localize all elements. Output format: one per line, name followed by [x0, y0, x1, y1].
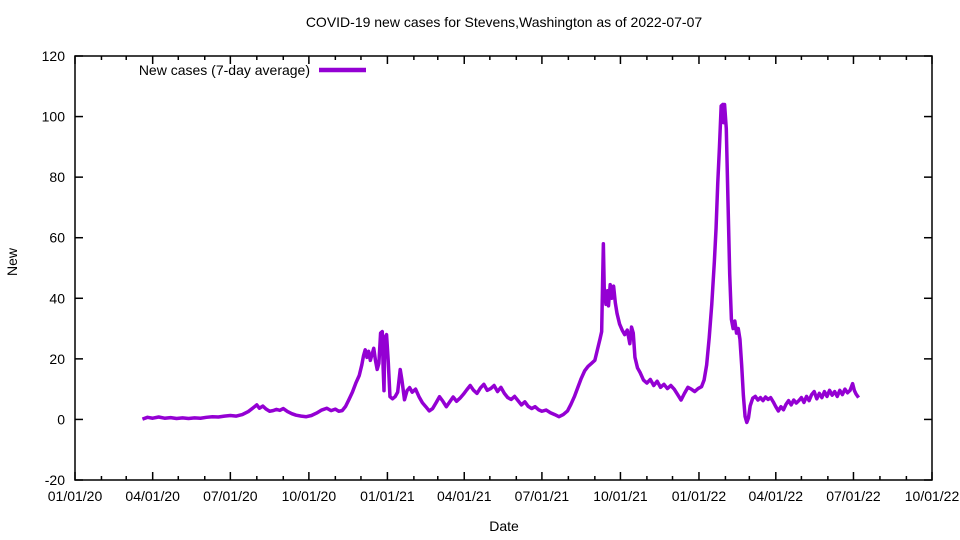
x-tick-label: 01/01/21 [360, 488, 415, 504]
y-tick-label: 100 [42, 109, 66, 125]
chart-title: COVID-19 new cases for Stevens,Washingto… [306, 14, 703, 30]
y-tick-label: 120 [42, 48, 66, 64]
x-tick-label: 10/01/21 [593, 488, 648, 504]
x-tick-label: 07/01/22 [826, 488, 881, 504]
legend: New cases (7-day average) [139, 62, 366, 78]
x-tick-label: 04/01/20 [125, 488, 180, 504]
x-tick-label: 07/01/20 [203, 488, 258, 504]
y-tick-label: 20 [49, 351, 65, 367]
x-tick-label: 10/01/20 [282, 488, 337, 504]
axis-ticks: 01/01/20 04/01/20 07/01/20 10/01/20 01/01/21… [42, 48, 960, 504]
y-tick-label: 0 [57, 411, 65, 427]
series-line-new-cases [141, 102, 861, 425]
y-tick-label: 40 [49, 290, 65, 306]
x-tick-label: 10/01/22 [905, 488, 960, 504]
y-tick-label: 60 [49, 230, 65, 246]
x-tick-label: 04/01/22 [749, 488, 804, 504]
x-tick-label: 01/01/20 [48, 488, 103, 504]
plot-border [74, 55, 933, 481]
y-tick-label: 80 [49, 169, 65, 185]
x-tick-label: 07/01/21 [515, 488, 570, 504]
x-axis-label: Date [489, 518, 519, 534]
y-axis-label: New [4, 247, 20, 276]
y-tick-label: -20 [45, 472, 65, 488]
x-tick-label: 04/01/21 [437, 488, 492, 504]
x-tick-label: 01/01/22 [672, 488, 727, 504]
legend-label: New cases (7-day average) [139, 62, 310, 78]
